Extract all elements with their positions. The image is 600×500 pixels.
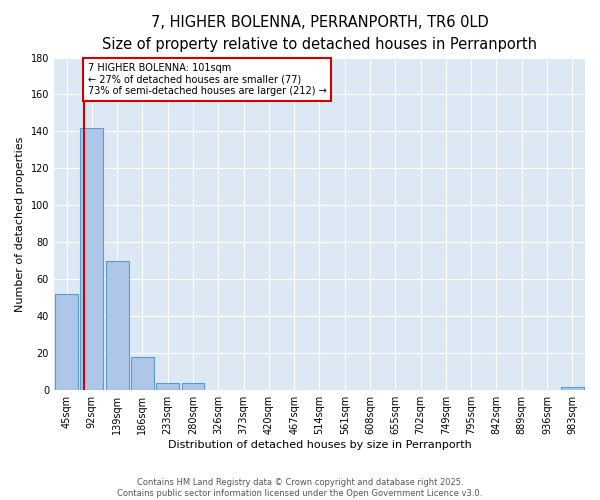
Bar xyxy=(80,128,103,390)
Title: 7, HIGHER BOLENNA, PERRANPORTH, TR6 0LD
Size of property relative to detached ho: 7, HIGHER BOLENNA, PERRANPORTH, TR6 0LD … xyxy=(102,15,537,52)
X-axis label: Distribution of detached houses by size in Perranporth: Distribution of detached houses by size … xyxy=(167,440,472,450)
Text: 7 HIGHER BOLENNA: 101sqm
← 27% of detached houses are smaller (77)
73% of semi-d: 7 HIGHER BOLENNA: 101sqm ← 27% of detach… xyxy=(88,63,326,96)
Bar xyxy=(157,383,179,390)
Y-axis label: Number of detached properties: Number of detached properties xyxy=(15,136,25,312)
Bar xyxy=(131,357,154,390)
Bar xyxy=(561,386,584,390)
Text: Contains HM Land Registry data © Crown copyright and database right 2025.
Contai: Contains HM Land Registry data © Crown c… xyxy=(118,478,482,498)
Bar xyxy=(106,261,128,390)
Bar xyxy=(182,383,205,390)
Bar xyxy=(55,294,78,390)
